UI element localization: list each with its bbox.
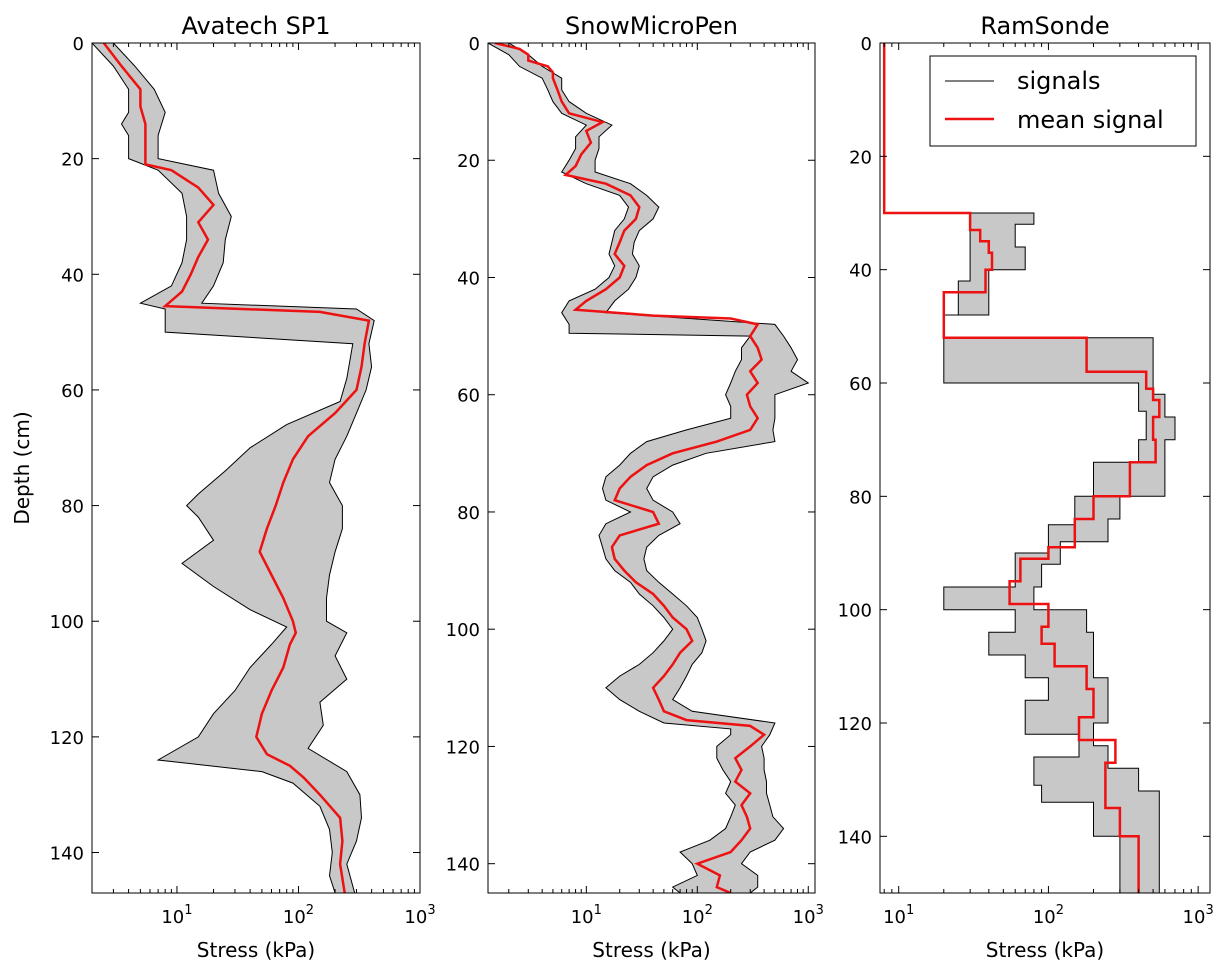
x-tick-base: 10	[571, 907, 594, 928]
y-tick-label: 0	[469, 34, 480, 55]
y-tick-label: 140	[50, 844, 84, 865]
x-tick-exponent: 3	[816, 903, 824, 918]
mean-signal-line	[494, 43, 767, 893]
y-axis-label: Depth (cm)	[10, 411, 34, 524]
y-tick-label: 140	[446, 855, 480, 876]
chart-title: SnowMicroPen	[565, 12, 738, 40]
signals-line-max	[508, 43, 810, 893]
x-axis-label: Stress (kPa)	[592, 938, 710, 962]
y-tick-label: 40	[849, 261, 872, 282]
x-tick-base: 10	[682, 907, 705, 928]
signal-envelope-band	[92, 43, 375, 893]
x-tick-exponent: 1	[594, 903, 602, 918]
y-tick-label: 100	[446, 620, 480, 641]
x-tick-label: 103	[404, 903, 435, 928]
y-tick-label: 80	[61, 497, 84, 518]
x-tick-label: 101	[571, 903, 602, 928]
legend-mean-label: mean signal	[1017, 106, 1164, 134]
plot-area	[488, 43, 810, 893]
legend-box	[929, 55, 1197, 147]
signals-line-min	[92, 43, 354, 893]
chart-title: Avatech SP1	[181, 12, 330, 40]
x-tick-base: 10	[161, 907, 184, 928]
y-tick-label: 60	[61, 381, 84, 402]
axes-frame	[487, 42, 816, 894]
x-tick-exponent: 2	[705, 903, 713, 918]
y-tick-label: 60	[849, 374, 872, 395]
x-tick-base: 10	[1183, 907, 1206, 928]
y-tick-label: 120	[838, 714, 872, 735]
plot-area	[882, 43, 1176, 893]
y-tick-label: 100	[50, 612, 84, 633]
x-tick-exponent: 2	[306, 903, 314, 918]
x-axis-label: Stress (kPa)	[197, 938, 315, 962]
y-tick-label: 60	[457, 386, 480, 407]
signal-envelope-band	[488, 43, 809, 893]
y-tick-label: 80	[457, 503, 480, 524]
y-tick-label: 120	[50, 728, 84, 749]
x-tick-label: 103	[1183, 903, 1214, 928]
x-tick-label: 102	[1033, 903, 1064, 928]
x-tick-base: 10	[883, 907, 906, 928]
x-tick-exponent: 2	[1056, 903, 1064, 918]
mean-signal-line	[882, 43, 1161, 893]
mean-signal-line	[102, 43, 371, 893]
y-tick-label: 100	[838, 601, 872, 622]
x-tick-base: 10	[793, 907, 816, 928]
signal-envelope-band	[884, 43, 1175, 893]
signals-line-max	[883, 43, 1176, 893]
y-tick-label: 20	[61, 150, 84, 171]
signals-line-max	[113, 43, 375, 893]
y-tick-label: 40	[61, 265, 84, 286]
axes-frame	[91, 42, 421, 894]
y-tick-label: 40	[457, 268, 480, 289]
y-tick-label: 0	[861, 34, 872, 55]
x-tick-label: 103	[793, 903, 824, 928]
signals-line-min	[883, 43, 1147, 893]
x-tick-base: 10	[404, 907, 427, 928]
y-tick-label: 140	[838, 827, 872, 848]
y-tick-label: 0	[73, 34, 84, 55]
legend: signals mean signal	[929, 55, 1197, 147]
chart-title: RamSonde	[980, 12, 1109, 40]
y-tick-label: 20	[849, 147, 872, 168]
signals-line-min	[488, 43, 752, 893]
plot-area	[92, 43, 375, 893]
legend-signals-label: signals	[1017, 67, 1101, 95]
x-tick-exponent: 3	[1205, 903, 1213, 918]
x-tick-label: 101	[161, 903, 192, 928]
x-tick-exponent: 1	[184, 903, 192, 918]
x-tick-base: 10	[1033, 907, 1056, 928]
x-tick-exponent: 1	[906, 903, 914, 918]
y-tick-label: 120	[446, 737, 480, 758]
x-tick-exponent: 3	[427, 903, 435, 918]
axes-frame	[879, 42, 1211, 894]
x-tick-label: 102	[283, 903, 314, 928]
x-tick-label: 101	[883, 903, 914, 928]
x-tick-base: 10	[283, 907, 306, 928]
y-tick-label: 80	[849, 487, 872, 508]
x-axis-label: Stress (kPa)	[986, 938, 1104, 962]
x-tick-label: 102	[682, 903, 713, 928]
y-tick-label: 20	[457, 151, 480, 172]
